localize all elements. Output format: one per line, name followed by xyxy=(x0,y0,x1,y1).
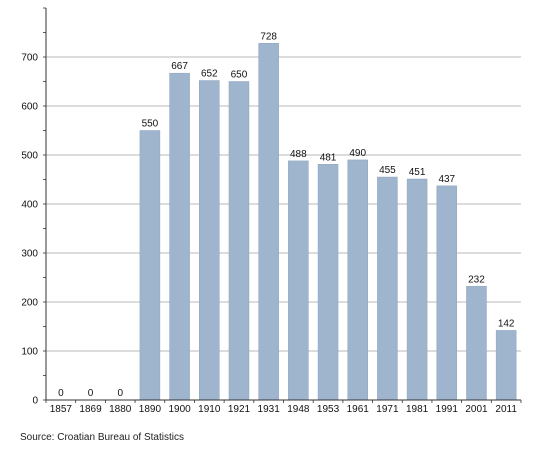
x-tick-label-1900: 1900 xyxy=(168,404,191,415)
gridlines xyxy=(46,56,521,352)
bar-1900 xyxy=(169,72,190,401)
y-tick-label-700: 700 xyxy=(21,53,38,64)
data-label-1880: 0 xyxy=(117,388,123,399)
bar-1991 xyxy=(436,185,458,401)
source-note: Source: Croatian Bureau of Statistics xyxy=(20,432,184,443)
data-labels: 0 0 0 550 667 652 650 728 488 481 490 455 451 437 232 1… xyxy=(58,31,515,399)
bars xyxy=(139,43,517,401)
x-tick-label-1948: 1948 xyxy=(287,404,310,415)
data-label-2001: 232 xyxy=(468,274,485,285)
x-tick-label-1880: 1880 xyxy=(109,404,132,415)
x-tick-label-2001: 2001 xyxy=(465,404,488,415)
data-label-1921: 650 xyxy=(231,70,248,81)
bar-1961 xyxy=(347,159,368,401)
data-label-1910: 652 xyxy=(201,69,218,80)
data-label-2011: 142 xyxy=(498,318,515,329)
y-tick-label-100: 100 xyxy=(21,347,38,358)
x-tick-label-1890: 1890 xyxy=(139,404,162,415)
x-tick-label-1921: 1921 xyxy=(228,404,251,415)
y-tick-label-500: 500 xyxy=(21,151,38,162)
bar-1971 xyxy=(377,176,398,401)
x-tick-labels: 1857 1869 1880 1890 1900 1910 1921 1931 1948 1953… xyxy=(45,400,522,415)
data-label-1948: 488 xyxy=(290,149,307,160)
bar-1921 xyxy=(228,81,250,401)
data-label-1991: 437 xyxy=(438,174,455,185)
y-tick-label-300: 300 xyxy=(21,249,38,260)
data-label-1869: 0 xyxy=(88,388,94,399)
bar-1948 xyxy=(288,160,309,401)
x-tick-label-1869: 1869 xyxy=(79,404,102,415)
data-label-1971: 455 xyxy=(379,165,396,176)
bar-1953 xyxy=(317,164,339,401)
x-tick-label-1961: 1961 xyxy=(347,404,370,415)
y-tick-label-400: 400 xyxy=(21,200,38,211)
bar-2001 xyxy=(466,286,487,401)
x-tick-label-1953: 1953 xyxy=(317,404,340,415)
data-label-1931: 728 xyxy=(260,31,277,42)
data-label-1900: 667 xyxy=(171,61,188,72)
bar-1890 xyxy=(139,130,161,401)
x-tick-label-1981: 1981 xyxy=(406,404,429,415)
x-tick-label-1931: 1931 xyxy=(258,404,281,415)
x-tick-label-1991: 1991 xyxy=(436,404,459,415)
bar-1910 xyxy=(199,80,220,401)
data-label-1953: 481 xyxy=(320,152,337,163)
y-tick-label-600: 600 xyxy=(21,102,38,113)
x-tick-label-1910: 1910 xyxy=(198,404,221,415)
y-tick-label-0: 0 xyxy=(32,396,38,407)
x-tick-label-1857: 1857 xyxy=(50,404,73,415)
data-label-1981: 451 xyxy=(409,167,426,178)
x-tick-label-2011: 2011 xyxy=(495,404,517,415)
y-tick-label-200: 200 xyxy=(21,298,38,309)
x-tick-label-1971: 1971 xyxy=(376,404,399,415)
y-tick-labels: 0 100 200 300 400 500 600 700 xyxy=(21,53,38,407)
data-label-1857: 0 xyxy=(58,388,64,399)
data-label-1961: 490 xyxy=(349,148,366,159)
bar-2011 xyxy=(495,330,517,401)
bar-1931 xyxy=(258,43,279,401)
data-label-1890: 550 xyxy=(142,119,159,130)
bar-1981 xyxy=(406,178,428,401)
